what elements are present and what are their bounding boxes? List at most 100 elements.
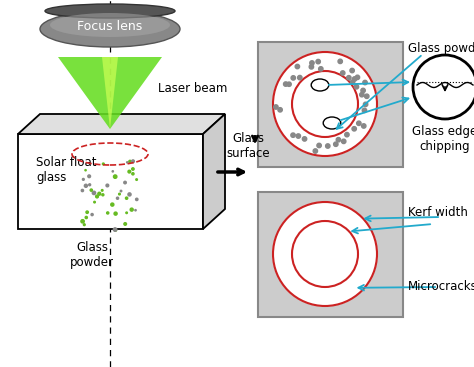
Circle shape xyxy=(361,88,365,92)
Circle shape xyxy=(338,59,342,63)
Circle shape xyxy=(287,82,291,86)
Circle shape xyxy=(136,198,138,200)
Circle shape xyxy=(298,76,302,80)
Circle shape xyxy=(278,108,283,112)
Circle shape xyxy=(107,212,109,214)
Circle shape xyxy=(273,202,377,306)
Circle shape xyxy=(355,75,360,80)
Circle shape xyxy=(98,192,101,195)
Circle shape xyxy=(291,133,295,137)
Circle shape xyxy=(136,179,137,180)
Circle shape xyxy=(96,195,99,198)
Circle shape xyxy=(89,184,91,186)
Circle shape xyxy=(130,208,133,211)
Circle shape xyxy=(106,184,109,187)
Bar xyxy=(258,42,403,167)
Circle shape xyxy=(117,197,118,199)
Circle shape xyxy=(326,144,330,148)
Circle shape xyxy=(85,170,86,171)
Circle shape xyxy=(118,193,120,195)
Circle shape xyxy=(350,80,355,84)
Text: Microcracks: Microcracks xyxy=(408,280,474,294)
Circle shape xyxy=(295,64,300,69)
Circle shape xyxy=(135,210,136,211)
Circle shape xyxy=(336,138,341,142)
Polygon shape xyxy=(58,57,162,129)
Circle shape xyxy=(83,224,85,226)
Circle shape xyxy=(360,92,364,97)
Circle shape xyxy=(132,173,134,175)
Circle shape xyxy=(82,178,84,180)
Circle shape xyxy=(112,171,113,172)
Text: Laser beam: Laser beam xyxy=(158,83,228,95)
Polygon shape xyxy=(18,114,225,134)
Circle shape xyxy=(319,67,323,71)
Circle shape xyxy=(340,71,345,75)
Circle shape xyxy=(102,163,104,165)
Text: Glass
surface: Glass surface xyxy=(226,132,270,160)
Circle shape xyxy=(341,139,346,143)
Circle shape xyxy=(81,219,84,223)
Circle shape xyxy=(291,76,295,80)
Circle shape xyxy=(362,124,366,128)
Circle shape xyxy=(85,217,87,219)
Circle shape xyxy=(310,61,314,65)
Circle shape xyxy=(128,193,131,196)
Polygon shape xyxy=(203,114,225,229)
Circle shape xyxy=(128,170,131,173)
Circle shape xyxy=(91,214,93,216)
Circle shape xyxy=(363,80,367,85)
Circle shape xyxy=(273,105,278,109)
Text: Focus lens: Focus lens xyxy=(77,21,143,33)
Circle shape xyxy=(113,228,117,231)
Circle shape xyxy=(302,137,307,141)
Circle shape xyxy=(81,189,83,192)
Ellipse shape xyxy=(50,13,170,37)
Text: Solar float
glass: Solar float glass xyxy=(36,156,97,184)
Circle shape xyxy=(126,197,128,199)
Circle shape xyxy=(352,127,356,131)
Circle shape xyxy=(317,143,321,148)
Circle shape xyxy=(90,189,92,191)
Circle shape xyxy=(313,149,318,153)
Circle shape xyxy=(84,184,87,187)
Bar xyxy=(258,192,403,317)
Circle shape xyxy=(413,55,474,119)
Circle shape xyxy=(362,108,367,113)
Circle shape xyxy=(102,194,104,196)
Circle shape xyxy=(334,142,338,146)
Circle shape xyxy=(132,160,134,163)
Circle shape xyxy=(129,160,131,163)
Ellipse shape xyxy=(45,4,175,18)
Circle shape xyxy=(364,102,368,106)
Circle shape xyxy=(132,168,134,170)
Circle shape xyxy=(352,77,357,81)
Ellipse shape xyxy=(40,11,180,47)
Circle shape xyxy=(114,212,117,215)
Circle shape xyxy=(356,121,361,126)
Circle shape xyxy=(111,203,114,206)
Circle shape xyxy=(124,223,127,225)
Circle shape xyxy=(86,211,88,213)
Circle shape xyxy=(345,132,349,137)
Circle shape xyxy=(346,76,351,80)
Circle shape xyxy=(92,191,96,195)
Circle shape xyxy=(126,212,128,214)
Circle shape xyxy=(354,85,359,89)
Circle shape xyxy=(316,59,320,64)
Circle shape xyxy=(101,189,103,191)
Text: Glass
powder: Glass powder xyxy=(70,241,114,269)
Circle shape xyxy=(88,175,91,178)
Circle shape xyxy=(309,65,314,69)
Text: Glass edge
chipping: Glass edge chipping xyxy=(412,125,474,153)
Circle shape xyxy=(365,94,369,98)
Polygon shape xyxy=(102,57,118,129)
Circle shape xyxy=(350,68,355,73)
Circle shape xyxy=(113,175,117,178)
Circle shape xyxy=(115,229,117,231)
Circle shape xyxy=(273,52,377,156)
Circle shape xyxy=(127,162,128,163)
Circle shape xyxy=(124,181,126,184)
Text: Glass powder: Glass powder xyxy=(408,42,474,55)
Circle shape xyxy=(94,201,95,203)
